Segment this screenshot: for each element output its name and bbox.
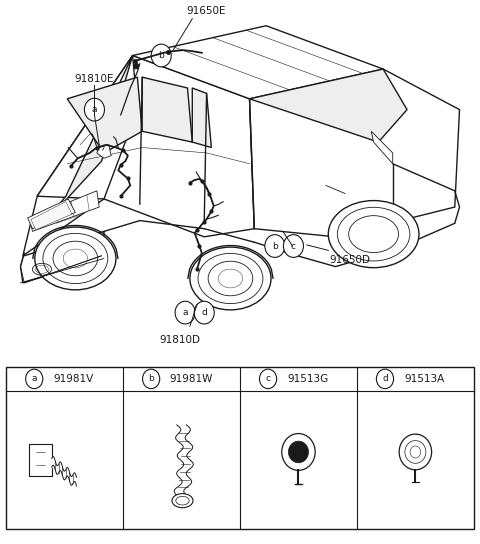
Circle shape xyxy=(25,369,43,388)
Polygon shape xyxy=(132,26,383,99)
Ellipse shape xyxy=(198,254,263,304)
Ellipse shape xyxy=(190,247,271,310)
Polygon shape xyxy=(39,55,132,228)
Circle shape xyxy=(376,369,394,388)
Circle shape xyxy=(175,301,195,324)
Text: a: a xyxy=(32,374,37,384)
Text: b: b xyxy=(148,374,154,384)
Text: d: d xyxy=(201,308,207,317)
Circle shape xyxy=(194,301,214,324)
Text: d: d xyxy=(382,374,388,384)
Polygon shape xyxy=(31,202,72,230)
Polygon shape xyxy=(28,199,75,228)
Ellipse shape xyxy=(328,201,419,268)
Polygon shape xyxy=(37,55,137,199)
Ellipse shape xyxy=(218,269,242,288)
Polygon shape xyxy=(23,55,132,256)
Polygon shape xyxy=(142,77,192,142)
Text: 91810D: 91810D xyxy=(160,335,201,345)
Ellipse shape xyxy=(35,227,116,290)
Polygon shape xyxy=(192,88,211,147)
Text: 91650E: 91650E xyxy=(187,6,227,16)
Ellipse shape xyxy=(337,207,410,261)
Polygon shape xyxy=(250,69,407,142)
Bar xyxy=(6,367,474,529)
Ellipse shape xyxy=(399,434,432,470)
Text: a: a xyxy=(182,308,188,317)
Text: c: c xyxy=(291,242,296,251)
Circle shape xyxy=(151,44,171,67)
Ellipse shape xyxy=(208,261,253,296)
Ellipse shape xyxy=(63,249,87,268)
Ellipse shape xyxy=(43,233,108,283)
Polygon shape xyxy=(37,55,254,237)
Polygon shape xyxy=(97,145,111,158)
Text: 91513A: 91513A xyxy=(405,374,445,384)
Ellipse shape xyxy=(282,434,315,471)
Text: b: b xyxy=(272,242,278,251)
Text: 91513G: 91513G xyxy=(287,374,328,384)
Text: 91810E: 91810E xyxy=(75,74,114,84)
Text: 91981V: 91981V xyxy=(54,374,94,384)
Bar xyxy=(29,444,52,477)
Polygon shape xyxy=(67,77,142,153)
Ellipse shape xyxy=(288,441,309,463)
Circle shape xyxy=(283,234,303,257)
Polygon shape xyxy=(134,63,139,69)
Text: a: a xyxy=(92,105,97,114)
Text: c: c xyxy=(265,374,271,384)
Text: 91650D: 91650D xyxy=(330,255,371,265)
Polygon shape xyxy=(371,131,393,164)
Polygon shape xyxy=(30,191,99,231)
Circle shape xyxy=(84,98,105,121)
Ellipse shape xyxy=(53,241,97,276)
Ellipse shape xyxy=(348,215,398,252)
Circle shape xyxy=(265,234,285,257)
Text: b: b xyxy=(158,51,164,60)
Polygon shape xyxy=(250,69,459,237)
Circle shape xyxy=(260,369,276,388)
Circle shape xyxy=(143,369,160,388)
Text: 91981W: 91981W xyxy=(169,374,213,384)
Ellipse shape xyxy=(172,493,193,508)
